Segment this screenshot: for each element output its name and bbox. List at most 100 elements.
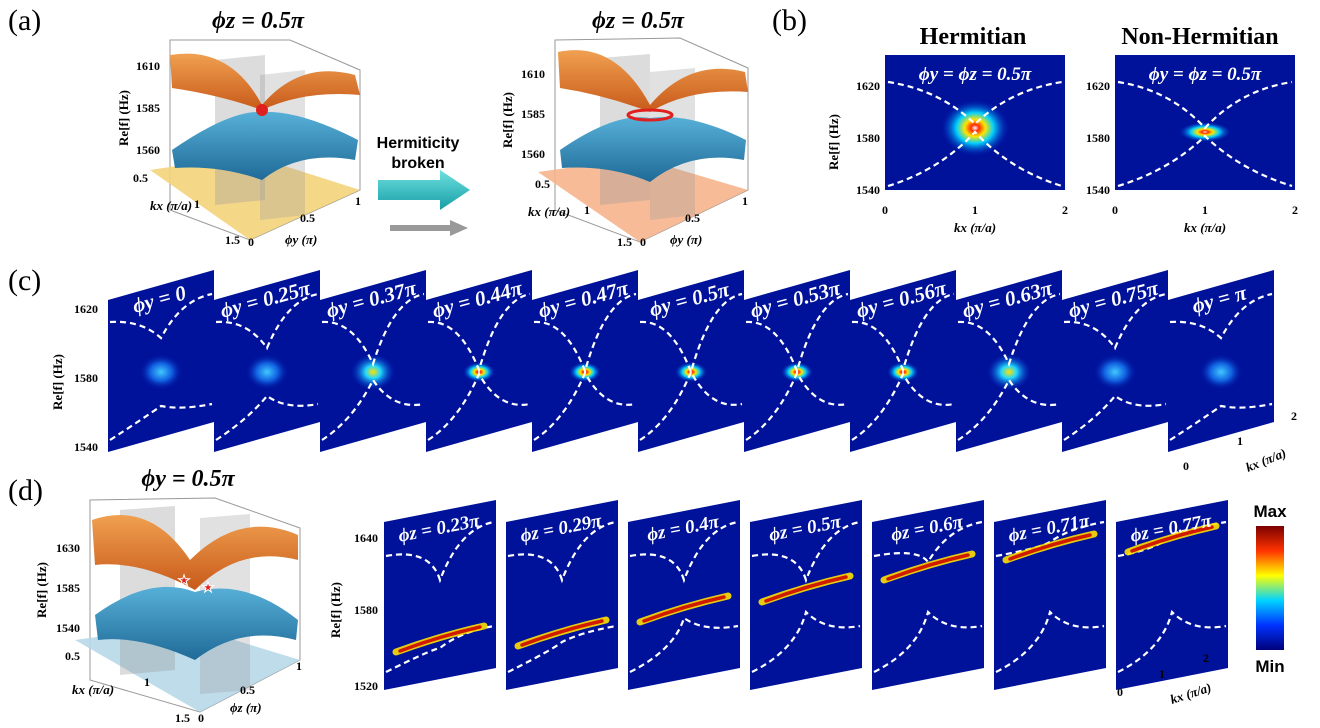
floor-surface: [75, 625, 300, 712]
z-tick: 1630: [56, 541, 80, 555]
x-tick: 0: [1117, 685, 1123, 699]
z-tick: 1585: [521, 107, 545, 121]
x-tick: 0: [1183, 459, 1189, 473]
kx-tick: 0.5: [535, 177, 550, 191]
spectrum-map-background: [628, 500, 740, 690]
upper-band-line: [629, 520, 739, 584]
spectrum-map-background: [872, 500, 984, 690]
kx-tick: 1.5: [175, 711, 190, 725]
x-tick: 1: [972, 203, 978, 217]
lower-band-line: [507, 624, 617, 673]
panel-a-left-title: ϕz = 0.5π: [212, 8, 305, 34]
y-axis-label: Re[f] (Hz): [50, 354, 65, 410]
panel-b-title-hermitian: Hermitian: [920, 24, 1027, 50]
panel-label-b: (b): [772, 4, 807, 37]
lower-band-line: [427, 371, 531, 441]
upper-band-line: [109, 292, 213, 340]
phi-tick: 0: [198, 711, 204, 725]
star-icon: ★: [178, 574, 191, 589]
lower-band-line: [1169, 402, 1273, 441]
kx-tick: 0.5: [133, 171, 148, 185]
y-tick: 1580: [354, 603, 378, 617]
x-tick: 2: [1292, 203, 1298, 217]
intensity-spot: [245, 354, 289, 390]
y-axis-label: Re[f] (Hz): [826, 114, 841, 170]
phi-z-map: ϕz = 0.29π: [506, 500, 618, 690]
phi-y-map: ϕy = 0.44π: [426, 270, 532, 452]
x-tick: 2: [1203, 651, 1209, 665]
x-tick: 1: [1159, 667, 1165, 681]
upper-band-line: [1169, 292, 1273, 340]
colorbar: Max Min: [1253, 502, 1287, 676]
bright-band-core: [1130, 525, 1214, 553]
phi-z-map: ϕz = 0.77π: [1116, 500, 1228, 690]
lower-band-line: [873, 609, 983, 673]
z-tick: 1610: [521, 67, 545, 81]
phi-y-map: ϕy = 0.5π: [638, 270, 744, 452]
bright-band-core: [1008, 533, 1092, 561]
kx-tick: 1: [584, 203, 590, 217]
panel-a-right-title: ϕz = 0.5π: [592, 8, 685, 34]
panel-a-left-plot: ϕz = 0.5π 1610 1585 1560 Re[f] (Hz) 0.5 …: [116, 8, 361, 249]
phi-tick: 1: [355, 194, 361, 208]
z-axis-label: Re[f] (Hz): [116, 90, 131, 146]
z-tick: 1585: [56, 581, 80, 595]
lower-band-surface: [560, 116, 746, 182]
z-axis-label: Re[f] (Hz): [500, 92, 515, 148]
panel-a-right-plot: ϕz = 0.5π 1610 1585 1560 Re[f] (Hz) 0.5 …: [500, 8, 749, 249]
y-tick: 1620: [856, 79, 880, 93]
panel-b: Hermitian Non-Hermitian ϕy = ϕz = 0.5π ϕ…: [826, 24, 1298, 235]
upper-band-surface: [170, 53, 360, 110]
phi-tick: 1: [742, 194, 748, 208]
phi-y-map: ϕy = 0: [108, 270, 214, 452]
upper-band-surface: [558, 50, 748, 112]
panel-b-title-non-hermitian: Non-Hermitian: [1121, 24, 1278, 50]
phi-y-map: ϕy = 0.63π: [956, 270, 1062, 452]
z-tick: 1560: [136, 143, 160, 157]
z-tick: 1610: [136, 59, 160, 73]
intensity-spot: [1093, 354, 1137, 390]
floor-surface-left: [150, 155, 360, 240]
lower-band-line: [109, 402, 213, 441]
upper-band-line: [385, 520, 495, 584]
phi-z-map: ϕz = 0.71π: [994, 500, 1106, 690]
spectrum-map-background: [994, 500, 1106, 690]
lower-band-line: [385, 624, 495, 673]
spectrum-map-background: [744, 270, 850, 452]
arrow-text-2: broken: [391, 155, 444, 172]
arrow-icon: [378, 170, 470, 210]
phi-y-map: ϕy = 0.53π: [744, 270, 850, 452]
upper-band-line: [851, 292, 955, 374]
x-tick: 0: [882, 203, 888, 217]
upper-band-line: [321, 292, 425, 368]
spectrum-map-background: [532, 270, 638, 452]
panel-b-inset-label: ϕy = ϕz = 0.5π: [1149, 64, 1262, 85]
x-tick: 0: [1112, 203, 1118, 217]
x-tick: 1: [1202, 203, 1208, 217]
panel-label-a: (a): [8, 4, 41, 37]
x-tick: 1: [1237, 434, 1243, 448]
x-tick: 2: [1291, 409, 1297, 423]
phi-y-map: ϕy = 0.56π: [850, 270, 956, 452]
kx-tick: 1.5: [225, 233, 240, 247]
phi-y-map: ϕy = 0.25π: [214, 270, 320, 452]
shadow-arrow-icon: [390, 220, 468, 236]
phi-tick: 0: [248, 235, 254, 249]
z-tick: 1560: [521, 147, 545, 161]
upper-band-line: [427, 292, 531, 374]
lower-band-line: [745, 370, 849, 441]
y-tick: 1580: [856, 131, 880, 145]
y-tick: 1620: [74, 302, 98, 316]
phi-z-map: ϕz = 0.6π: [872, 500, 984, 690]
floor-surface-right: [538, 158, 748, 242]
bright-band-core: [398, 625, 482, 653]
degeneracy-point: [256, 104, 268, 116]
x-axis-label: kx (π/a): [1168, 680, 1213, 707]
colorbar-min-label: Min: [1255, 657, 1284, 676]
lower-band-line: [639, 369, 743, 441]
y-tick: 1580: [74, 371, 98, 385]
exceptional-ring: [626, 108, 674, 122]
panel-d-title: ϕy = 0.5π: [141, 466, 235, 492]
x-axis-label: kx (π/a): [1244, 445, 1289, 475]
